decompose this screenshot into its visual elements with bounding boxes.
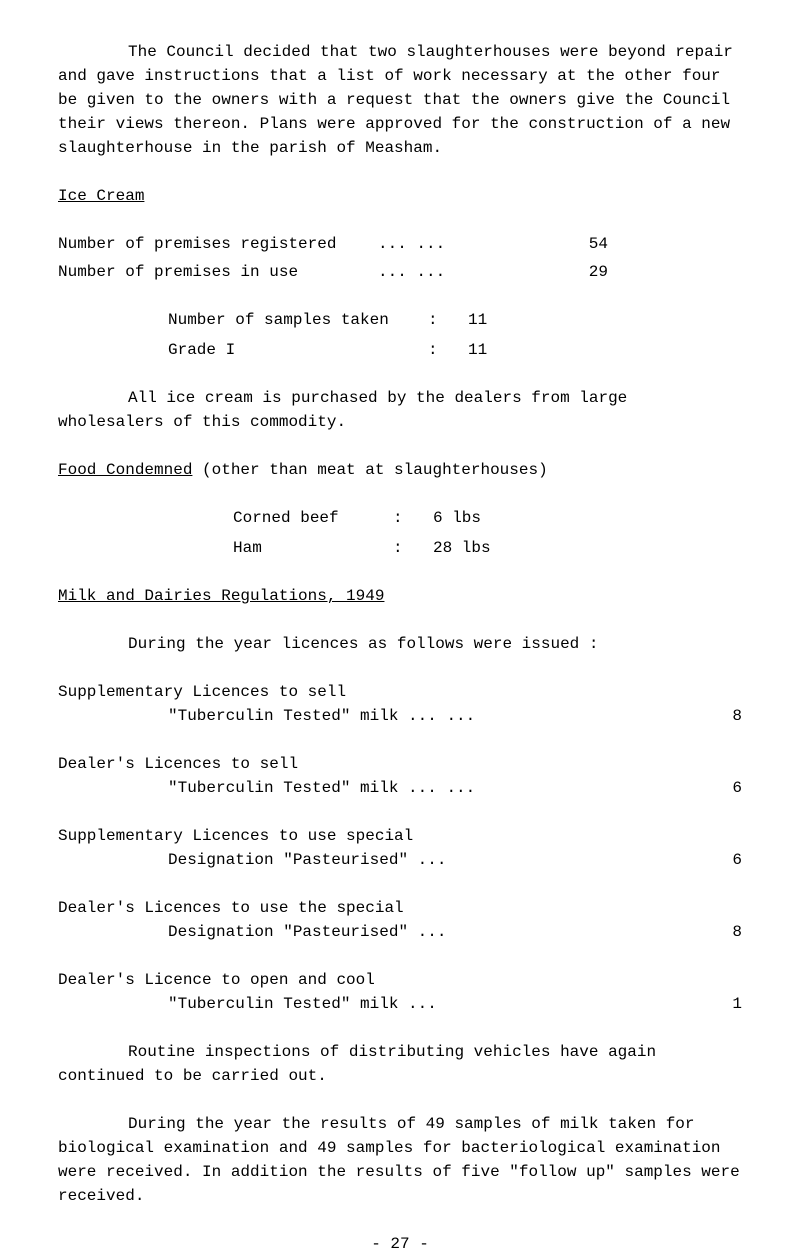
licence-line-2: "Tuberculin Tested" milk ...1 (58, 992, 742, 1016)
premises-label: Number of premises in use (58, 260, 378, 284)
licence-label: "Tuberculin Tested" milk ... ... (168, 704, 682, 728)
licence-value: 6 (682, 848, 742, 872)
colon-text: : (393, 536, 433, 560)
licence-label: "Tuberculin Tested" milk ... ... (168, 776, 682, 800)
food-block: Corned beef : 6 lbs Ham : 28 lbs (233, 506, 742, 560)
milk-intro: During the year licences as follows were… (58, 632, 742, 656)
licence-line-1: Supplementary Licences to sell (58, 680, 742, 704)
licence-line-2: Designation "Pasteurised" ...8 (58, 920, 742, 944)
food-value: 28 lbs (433, 536, 533, 560)
licence-label: Designation "Pasteurised" ... (168, 920, 682, 944)
premises-label: Number of premises registered (58, 232, 378, 256)
premises-row: Number of premises in use ... ... 29 (58, 260, 742, 284)
licence-line-1: Dealer's Licence to open and cool (58, 968, 742, 992)
sample-value: 11 (468, 338, 528, 362)
colon-text: : (428, 338, 468, 362)
food-heading-tail: (other than meat at slaughterhouses) (192, 461, 547, 479)
licence-line-2: "Tuberculin Tested" milk ... ...6 (58, 776, 742, 800)
intro-paragraph: The Council decided that two slaughterho… (58, 40, 742, 160)
licence-value: 8 (682, 920, 742, 944)
milk-heading: Milk and Dairies Regulations, 1949 (58, 584, 742, 608)
food-row: Corned beef : 6 lbs (233, 506, 742, 530)
ice-cream-heading: Ice Cream (58, 184, 742, 208)
licence-label: Designation "Pasteurised" ... (168, 848, 682, 872)
sample-label: Number of samples taken (168, 308, 428, 332)
licence-line-1: Dealer's Licences to sell (58, 752, 742, 776)
licence-label: "Tuberculin Tested" milk ... (168, 992, 682, 1016)
licence-value: 8 (682, 704, 742, 728)
food-label: Corned beef (233, 506, 393, 530)
samples-block: Number of samples taken : 11 Grade I : 1… (168, 308, 742, 362)
dots-text: ... ... (378, 232, 548, 256)
licence-line-2: Designation "Pasteurised" ...6 (58, 848, 742, 872)
licence-block: Dealer's Licences to use the specialDesi… (58, 896, 742, 944)
licence-line-1: Supplementary Licences to use special (58, 824, 742, 848)
licence-line-1: Dealer's Licences to use the special (58, 896, 742, 920)
sample-row: Number of samples taken : 11 (168, 308, 742, 332)
licence-block: Dealer's Licences to sell"Tuberculin Tes… (58, 752, 742, 800)
colon-text: : (428, 308, 468, 332)
dots-text: ... ... (378, 260, 548, 284)
food-value: 6 lbs (433, 506, 533, 530)
food-heading: Food Condemned (58, 461, 192, 479)
ice-cream-paragraph: All ice cream is purchased by the dealer… (58, 386, 742, 434)
colon-text: : (393, 506, 433, 530)
page-number: - 27 - (58, 1232, 742, 1256)
licence-line-2: "Tuberculin Tested" milk ... ...8 (58, 704, 742, 728)
licence-block: Dealer's Licence to open and cool"Tuberc… (58, 968, 742, 1016)
premises-value: 54 (548, 232, 608, 256)
licence-block: Supplementary Licences to sell"Tuberculi… (58, 680, 742, 728)
licence-block: Supplementary Licences to use specialDes… (58, 824, 742, 872)
food-label: Ham (233, 536, 393, 560)
food-row: Ham : 28 lbs (233, 536, 742, 560)
milk-para-1: Routine inspections of distributing vehi… (58, 1040, 742, 1088)
premises-value: 29 (548, 260, 608, 284)
milk-para-2: During the year the results of 49 sample… (58, 1112, 742, 1208)
premises-block: Number of premises registered ... ... 54… (58, 232, 742, 284)
licence-value: 6 (682, 776, 742, 800)
sample-value: 11 (468, 308, 528, 332)
sample-label: Grade I (168, 338, 428, 362)
food-heading-row: Food Condemned (other than meat at slaug… (58, 458, 742, 482)
sample-row: Grade I : 11 (168, 338, 742, 362)
premises-row: Number of premises registered ... ... 54 (58, 232, 742, 256)
licence-value: 1 (682, 992, 742, 1016)
